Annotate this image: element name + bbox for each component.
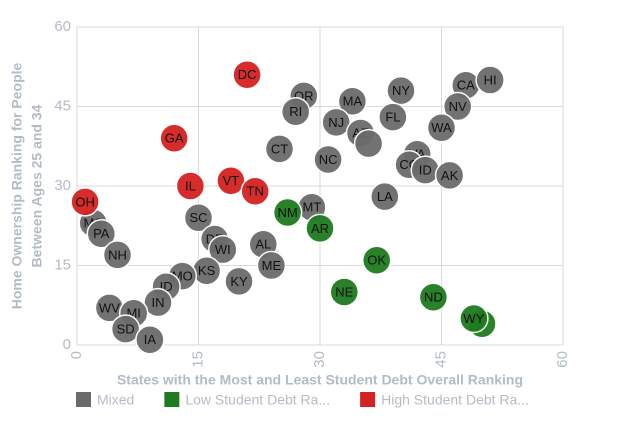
point-label: AL (255, 237, 271, 252)
point (475, 65, 505, 95)
point-label: MA (343, 94, 363, 109)
point (183, 203, 214, 233)
point (272, 197, 303, 228)
legend-label: High Student Debt Ra... (381, 392, 529, 408)
point (353, 128, 384, 159)
point-label: CT (271, 141, 288, 156)
y-tick-label: 60 (54, 18, 71, 35)
point-label: AK (441, 168, 459, 183)
legend-marker (360, 392, 376, 407)
y-axis-title: Home Ownership Ranking for People (9, 62, 25, 309)
point (232, 59, 262, 90)
point (337, 86, 368, 116)
legend-marker (164, 392, 180, 407)
point-label: MT (303, 200, 322, 215)
point-label: CA (457, 78, 475, 93)
y-tick-label: 30 (54, 177, 71, 194)
point-label: WY (463, 311, 484, 326)
point-label: NH (108, 247, 127, 262)
point (321, 107, 351, 138)
legend-label: Mixed (97, 392, 134, 408)
point-label: WA (431, 120, 452, 135)
point-label: IL (185, 178, 196, 193)
point (426, 112, 457, 143)
point-label: NM (277, 205, 297, 220)
point (70, 187, 100, 217)
point-label: ME (262, 258, 282, 273)
point (305, 213, 335, 244)
point-label: SD (117, 322, 135, 337)
point-label: OK (367, 253, 386, 268)
point-label: ND (424, 290, 443, 305)
point (361, 245, 392, 275)
point-label: OH (75, 194, 95, 209)
point-label: WV (99, 300, 120, 315)
point (135, 324, 165, 355)
point-label: SC (189, 210, 207, 225)
point-label: PA (93, 226, 110, 241)
point-label: NE (335, 284, 353, 299)
point-label: AR (311, 221, 329, 236)
x-tick-label: 15 (189, 351, 206, 368)
point-label: DC (238, 67, 257, 82)
point (159, 123, 189, 154)
point (208, 234, 238, 265)
point (370, 181, 400, 212)
y-tick-label: 45 (54, 97, 71, 114)
point (102, 240, 133, 270)
y-tick-label: 15 (54, 256, 71, 273)
y-tick-label: 0 (63, 336, 71, 353)
point (175, 171, 206, 201)
point (240, 176, 270, 207)
point-label: KY (230, 274, 248, 289)
point-label: VT (223, 173, 240, 188)
point-label: TN (247, 184, 264, 199)
point (264, 134, 295, 164)
point (418, 282, 449, 313)
point-label: FL (385, 110, 400, 125)
point-label: KS (198, 263, 216, 278)
point-label: HI (484, 72, 497, 87)
point-label: NV (449, 99, 467, 114)
point (459, 303, 489, 334)
point (256, 250, 287, 281)
point-label: GA (165, 131, 184, 146)
y-axis-title: Between Ages 25 and 34 (29, 104, 45, 267)
point-label: RI (289, 104, 302, 119)
legend-label: Low Student Debt Ra... (185, 392, 330, 408)
point (329, 277, 360, 307)
point (434, 160, 465, 191)
point (442, 91, 473, 122)
point (224, 266, 254, 297)
x-tick-label: 60 (554, 351, 571, 368)
point-label: LA (377, 189, 393, 204)
legend-marker (76, 392, 91, 407)
point (143, 287, 173, 318)
point-label: IA (144, 332, 157, 347)
point (313, 144, 343, 175)
point (378, 102, 408, 132)
point-label: WI (215, 242, 231, 257)
point-label: ID (419, 163, 432, 178)
point (216, 165, 246, 196)
x-axis-title: States with the Most and Least Student D… (117, 372, 523, 388)
point-label: IN (152, 295, 165, 310)
point-label: NJ (328, 115, 344, 130)
x-tick-label: 0 (68, 351, 85, 359)
x-tick-label: 30 (311, 351, 328, 368)
x-tick-label: 45 (432, 351, 449, 368)
point (86, 218, 117, 249)
point-label: NC (319, 152, 338, 167)
point (280, 97, 311, 127)
point-label: NY (392, 83, 410, 98)
point (386, 75, 416, 106)
point (110, 314, 141, 344)
